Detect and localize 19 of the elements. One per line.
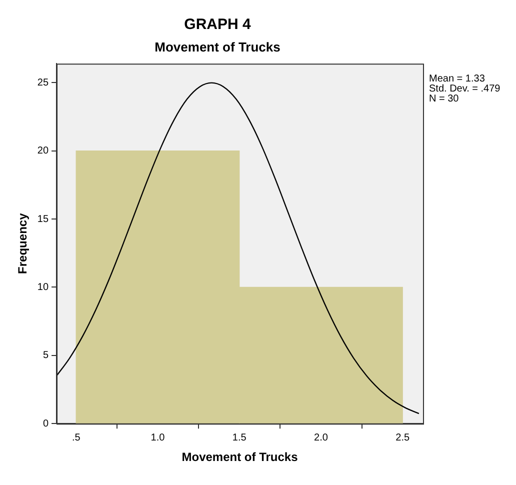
line-series [56,82,420,414]
y-axis-title: Frequency [16,212,30,274]
x-tick-label: 2.0 [314,432,328,444]
y-tick-label: 0 [42,418,49,430]
x-axis-title: Movement of Trucks [182,450,298,464]
y-tick-label: 10 [37,282,49,293]
y-tick-label: 5 [42,350,49,362]
y-tick-label: 15 [37,214,49,225]
x-tick-label: 2.5 [396,432,410,444]
text: Std. Dev. = .479 [429,83,501,94]
y-tick-label: 20 [37,146,49,157]
y-tick-label: 25 [37,77,49,88]
x-tick-label: .5 [72,432,81,444]
chart-title: GRAPH 4 [184,16,252,34]
x-tick-label: 1.5 [232,432,247,444]
text: Mean = 1.33 [429,73,486,84]
x-tick-label: 1.0 [150,432,166,444]
text: N = 30 [429,93,460,104]
chart-subtitle: Movement of Trucks [154,39,280,54]
